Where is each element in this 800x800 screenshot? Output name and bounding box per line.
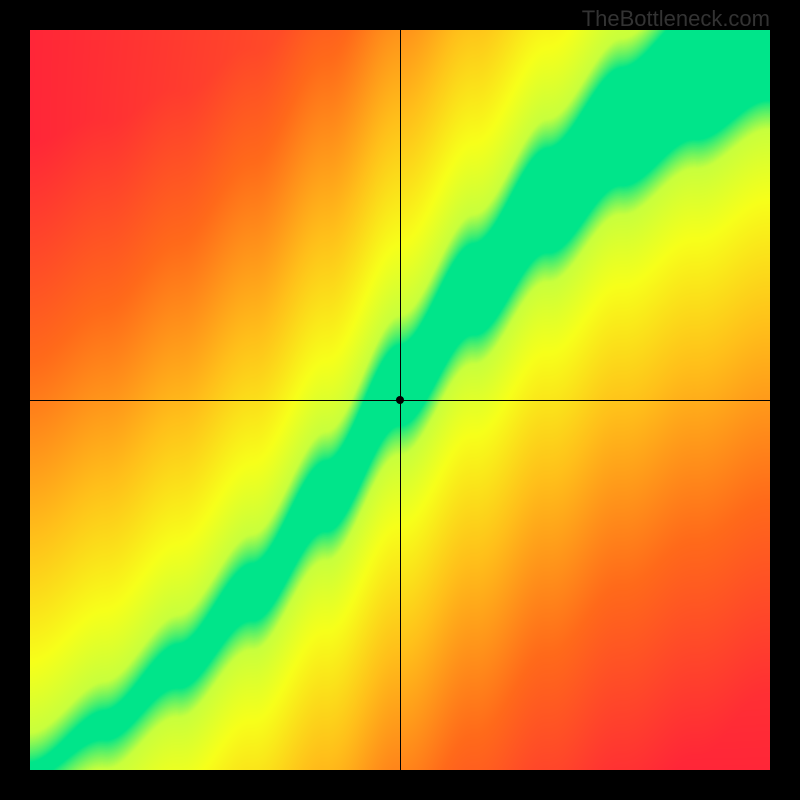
watermark-text: TheBottleneck.com	[582, 6, 770, 32]
data-point-marker	[396, 396, 404, 404]
chart-container: TheBottleneck.com	[0, 0, 800, 800]
heatmap-plot-area	[30, 30, 770, 770]
